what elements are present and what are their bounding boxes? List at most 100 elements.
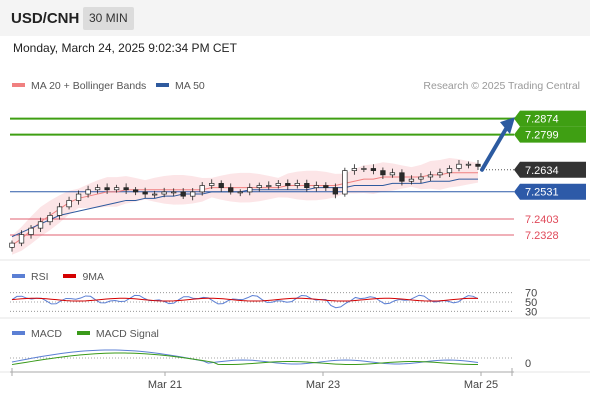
candle — [275, 180, 281, 189]
candle — [152, 190, 158, 198]
ma50-swatch-icon — [156, 83, 169, 88]
rsi-ma-line — [11, 297, 479, 302]
candle-body-down — [304, 183, 310, 189]
candle — [9, 240, 15, 252]
candle-body-up — [237, 191, 243, 194]
datetime-label: Monday, March 24, 2025 9:02:34 PM CET — [13, 41, 237, 55]
candle-body-up — [446, 168, 453, 174]
candle — [180, 188, 186, 200]
credit-text: Research © 2025 Trading Central — [423, 80, 580, 92]
legend-macd: MACD MACD Signal — [12, 328, 159, 340]
candle-body-up — [456, 163, 462, 169]
macd-zero-label: 0 — [525, 358, 531, 370]
candle-body-down — [475, 163, 481, 167]
candle-body-up — [247, 187, 253, 193]
price-tag-box — [514, 126, 586, 143]
x-tick-label: Mar 21 — [148, 379, 182, 391]
candle-body-up — [66, 200, 72, 208]
candle-body-up — [427, 174, 434, 178]
candle — [218, 180, 224, 192]
price-tag-7.2874: 7.2874 — [514, 110, 586, 127]
candle-body-up — [47, 215, 53, 223]
candle-body-up — [94, 187, 101, 191]
candle — [437, 168, 443, 179]
candle — [247, 183, 253, 196]
bollinger-band — [12, 158, 478, 255]
candle — [142, 187, 148, 198]
legend-rsi: RSI 9MA — [12, 271, 104, 283]
candle-body-down — [399, 172, 405, 182]
rsi-level-label: 50 — [525, 297, 537, 309]
candle — [104, 183, 110, 194]
candle — [475, 159, 481, 171]
candle — [342, 167, 348, 197]
candle — [418, 173, 424, 184]
candle — [161, 187, 167, 198]
candle-body-up — [161, 191, 167, 195]
candle-body-up — [209, 183, 215, 186]
price-tag-7.2531: 7.2531 — [514, 183, 586, 200]
header-bar: USD/CNH 30 MIN — [0, 0, 590, 36]
candle-body-up — [294, 183, 300, 186]
candle — [389, 168, 396, 178]
rsi-swatch-icon — [12, 274, 25, 279]
candle — [408, 175, 415, 185]
candle — [313, 181, 319, 192]
candle — [456, 159, 462, 172]
candle-body-up — [351, 168, 358, 171]
candle-body-up — [361, 168, 367, 170]
candle-body-up — [152, 193, 158, 196]
candle-body-down — [228, 187, 234, 193]
candle-body-up — [199, 185, 205, 193]
macd-line — [11, 349, 479, 365]
price-tag-7.2403: 7.2403 — [525, 214, 559, 226]
candle — [171, 188, 177, 197]
candle — [28, 225, 34, 239]
candle-body-up — [171, 191, 177, 194]
projection-arrow-shaft — [480, 125, 509, 172]
candle — [37, 217, 44, 232]
candle — [446, 165, 453, 177]
candle-body-up — [342, 170, 348, 195]
candle — [285, 179, 291, 190]
price-tag-box — [514, 183, 586, 200]
x-tick-label: Mar 23 — [306, 379, 340, 391]
candle-body-down — [218, 183, 224, 189]
timeframe-button[interactable]: 30 MIN — [83, 7, 134, 30]
legend-rsi-label: RSI — [31, 271, 49, 283]
candle — [132, 187, 139, 196]
candle-body-down — [142, 191, 148, 195]
candle-body-down — [380, 170, 386, 176]
candle — [18, 230, 25, 247]
candle — [199, 182, 205, 196]
legend-macd-label: MACD — [31, 328, 62, 340]
legend-rsi-ma-label: 9MA — [82, 271, 105, 283]
candle — [256, 182, 262, 192]
rsi-ma-swatch-icon — [63, 274, 77, 279]
candle-body-up — [389, 172, 396, 176]
candle-body-up — [465, 163, 472, 166]
candle — [113, 184, 120, 193]
legend-ma50-label: MA 50 — [175, 80, 205, 92]
price-tag-7.2634: 7.2634 — [514, 161, 586, 178]
candle — [47, 211, 53, 226]
price-tag-text: 7.2799 — [525, 130, 559, 142]
macd-signal-swatch-icon — [76, 331, 90, 336]
candle-body-up — [18, 234, 25, 244]
rsi-line — [11, 294, 479, 309]
candle — [323, 182, 329, 192]
candle — [370, 164, 377, 175]
symbol-title: USD/CNH — [11, 10, 80, 27]
price-tag-text: 7.2328 — [525, 230, 559, 242]
candle — [66, 196, 72, 210]
candle — [399, 169, 405, 186]
candle — [123, 183, 129, 195]
candle-body-down — [132, 189, 139, 193]
ma50-line — [11, 178, 478, 238]
macd-signal-line — [11, 352, 479, 366]
rsi-level-label: 30 — [525, 306, 537, 318]
candle — [75, 190, 82, 205]
price-tag-text: 7.2874 — [525, 114, 559, 126]
candle-body-up — [37, 221, 44, 229]
